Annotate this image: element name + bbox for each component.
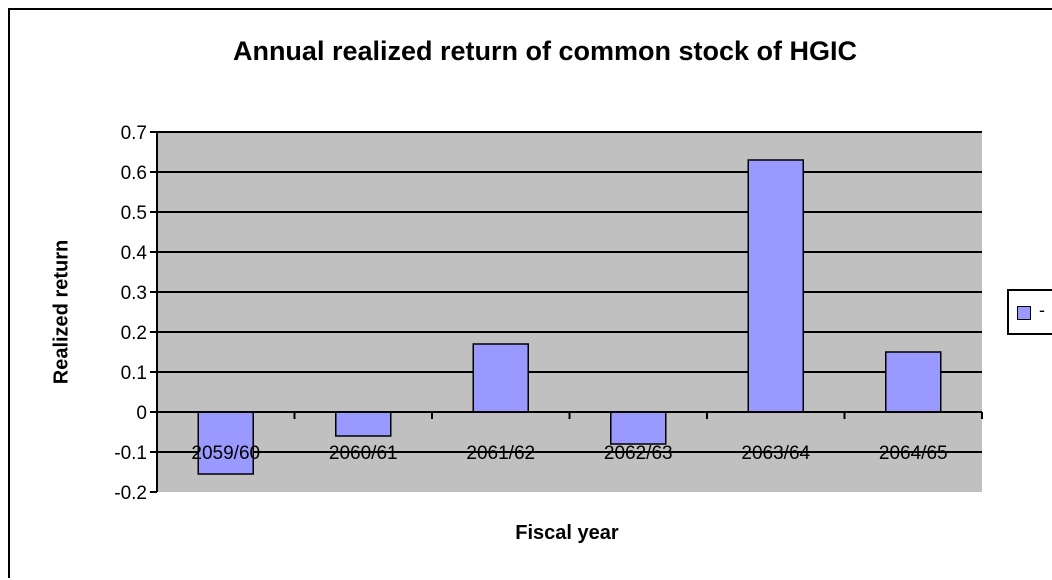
x-category-label: 2061/62 bbox=[466, 443, 535, 464]
y-tick-label: -0.1 bbox=[114, 443, 147, 464]
legend-swatch bbox=[1017, 306, 1031, 320]
x-axis-title: Fiscal year bbox=[515, 522, 619, 544]
y-tick-label: 0.2 bbox=[121, 323, 147, 344]
bar bbox=[335, 411, 392, 437]
y-tick-label: 0.7 bbox=[121, 123, 147, 144]
y-tick-label: 0 bbox=[136, 403, 147, 424]
chart-frame bbox=[8, 8, 1052, 578]
bar bbox=[747, 159, 804, 413]
bar bbox=[472, 343, 529, 413]
y-tick-label: 0.3 bbox=[121, 283, 147, 304]
bar bbox=[610, 411, 667, 445]
x-category-label: 2059/60 bbox=[191, 443, 260, 464]
bar bbox=[885, 351, 942, 413]
legend-label: - bbox=[1039, 300, 1045, 320]
y-tick-label: 0.6 bbox=[121, 163, 147, 184]
y-tick-label: -0.2 bbox=[114, 483, 147, 504]
y-tick-label: 0.1 bbox=[121, 363, 147, 384]
chart-title: Annual realized return of common stock o… bbox=[232, 36, 858, 66]
y-tick-label: 0.5 bbox=[121, 203, 147, 224]
bar bbox=[197, 411, 254, 475]
plot-background bbox=[157, 132, 982, 492]
x-category-label: 2064/65 bbox=[879, 443, 948, 464]
x-category-label: 2060/61 bbox=[329, 443, 398, 464]
y-tick-label: 0.4 bbox=[121, 243, 148, 264]
x-category-label: 2062/63 bbox=[604, 443, 673, 464]
legend: - bbox=[1007, 289, 1052, 335]
x-category-label: 2063/64 bbox=[741, 443, 810, 464]
